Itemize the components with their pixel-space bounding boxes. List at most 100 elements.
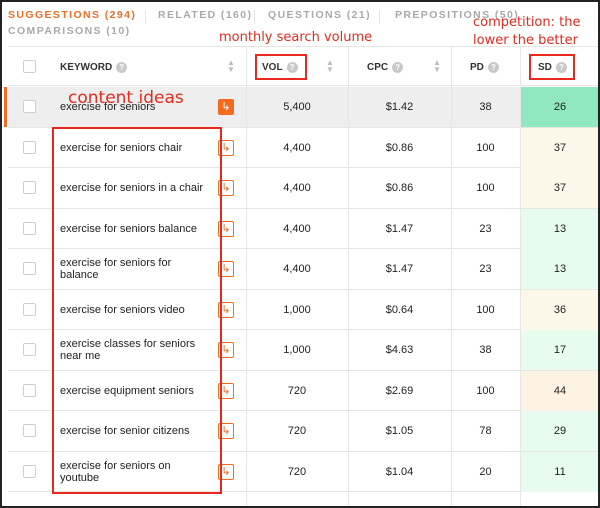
table-row[interactable]: exercise for seniors ↳ 5,400 $1.42 38 26: [4, 87, 598, 128]
content-annotation-box: [52, 127, 222, 494]
keyword-link[interactable]: exercise for seniors on youtube: [60, 459, 171, 484]
tab-divider: [254, 10, 255, 24]
column-header-keyword[interactable]: KEYWORD ?: [60, 47, 128, 87]
open-keyword-icon[interactable]: ↳: [218, 382, 234, 399]
row-checkbox[interactable]: [23, 221, 36, 235]
sort-icon[interactable]: ▲ ▼: [433, 58, 441, 74]
sd-annotation-box: [529, 54, 575, 80]
keyword-link[interactable]: exercise for seniors chair: [60, 141, 183, 154]
table-row[interactable]: exercise equipment seniors ↳ 720 $2.69 100 44: [8, 370, 598, 411]
sort-icon[interactable]: ▲ ▼: [326, 58, 334, 74]
volume-cell: 4,400: [283, 182, 311, 194]
cpc-cell: $0.86: [385, 141, 414, 154]
keyword-link[interactable]: exercise equipment seniors: [60, 384, 194, 397]
column-divider: [246, 46, 247, 506]
column-divider: [348, 46, 349, 506]
volume-cell: 720: [287, 384, 307, 397]
info-icon[interactable]: ?: [392, 61, 404, 73]
pd-cell: 23: [479, 263, 492, 275]
info-icon[interactable]: ?: [286, 61, 298, 73]
row-checkbox[interactable]: [23, 343, 36, 356]
column-label-pd: PD: [470, 61, 484, 73]
info-icon[interactable]: ?: [555, 61, 567, 73]
row-checkbox[interactable]: [23, 302, 36, 316]
open-keyword-icon[interactable]: ↳: [218, 139, 234, 156]
volume-cell: 720: [287, 425, 307, 437]
column-header-sd[interactable]: SD ?: [538, 47, 567, 87]
column-header-pd[interactable]: PD ?: [470, 47, 499, 87]
open-keyword-icon[interactable]: ↳: [218, 261, 234, 277]
sd-cell: 44: [520, 370, 598, 411]
row-checkbox[interactable]: [23, 383, 36, 397]
cpc-cell: $0.64: [385, 303, 414, 316]
volume-cell: 4,400: [283, 141, 311, 154]
cpc-cell: $1.04: [385, 465, 414, 478]
table-row[interactable]: exercise classes for seniors near me ↳ 1,0…: [8, 330, 598, 371]
open-keyword-icon[interactable]: ↳: [218, 463, 234, 480]
table-row[interactable]: exercise for senior citizens ↳ 720 $1.05 78 2…: [8, 411, 598, 452]
row-checkbox[interactable]: [23, 424, 36, 437]
column-label-sd: SD: [538, 61, 552, 73]
cpc-cell: $4.63: [385, 344, 414, 356]
keyword-tabs: SUGGESTIONS (294) RELATED (160) QUESTION…: [8, 7, 598, 43]
pd-cell: 38: [479, 344, 492, 356]
keyword-link[interactable]: exercise for seniors in a chair: [60, 182, 204, 194]
pd-cell: 100: [476, 141, 495, 154]
open-keyword-icon[interactable]: ↳: [218, 180, 234, 196]
cpc-cell: $1.05: [385, 425, 414, 437]
table-row[interactable]: exercise for seniors on youtube ↳ 720 $1.04…: [8, 451, 598, 492]
volume-cell: 5,400: [283, 101, 311, 113]
pd-cell: 100: [476, 182, 495, 194]
annotation-competition-line1: competition: the: [473, 15, 581, 30]
row-checkbox[interactable]: [23, 140, 36, 154]
volume-cell: 720: [287, 465, 307, 478]
open-keyword-icon[interactable]: ↳: [218, 342, 234, 358]
volume-cell: 4,400: [283, 222, 311, 235]
table-row[interactable]: exercise for seniors for balance ↳ 4,400 $1…: [8, 249, 598, 290]
row-checkbox[interactable]: [23, 262, 36, 275]
keyword-link[interactable]: exercise classes for seniors near me: [60, 338, 196, 362]
pd-cell: 23: [479, 222, 492, 235]
sd-cell: 13: [520, 208, 598, 249]
table-row[interactable]: exercise for seniors balance ↳ 4,400 $1.47 2…: [8, 208, 598, 249]
open-keyword-icon[interactable]: ↳: [218, 301, 234, 318]
tab-comparisons[interactable]: COMPARISONS (10): [8, 25, 131, 37]
row-checkbox[interactable]: [23, 100, 36, 113]
row-checkbox[interactable]: [23, 181, 36, 194]
column-label-cpc: CPC: [367, 61, 389, 73]
sd-cell: 37: [520, 168, 598, 208]
table-row[interactable]: exercise for seniors video ↳ 1,000 $0.64 100…: [8, 289, 598, 330]
select-all-checkbox[interactable]: [23, 60, 36, 73]
table-row[interactable]: exercise for seniors in a chair ↳ 4,400 $0.…: [8, 168, 598, 209]
tab-divider: [379, 10, 380, 24]
open-keyword-icon[interactable]: ↳: [218, 423, 234, 439]
column-header-vol[interactable]: VOL ?: [262, 47, 298, 87]
tab-prepositions[interactable]: PREPOSITIONS (50): [395, 9, 520, 21]
keyword-link[interactable]: exercise for seniors video: [60, 303, 185, 316]
column-label-vol: VOL: [262, 61, 283, 73]
info-icon[interactable]: ?: [116, 61, 128, 73]
sort-icon[interactable]: ▲ ▼: [227, 58, 235, 74]
keyword-link[interactable]: exercise for seniors: [60, 101, 156, 113]
sd-cell: 11: [520, 451, 598, 492]
column-divider: [451, 46, 452, 506]
info-icon[interactable]: ?: [487, 61, 499, 73]
row-checkbox[interactable]: [23, 464, 36, 478]
cpc-cell: $0.86: [385, 182, 414, 194]
open-keyword-icon[interactable]: ↳: [218, 99, 234, 115]
volume-cell: 1,000: [283, 303, 311, 316]
tab-related[interactable]: RELATED (160): [158, 9, 253, 21]
keyword-link[interactable]: exercise for senior citizens: [60, 425, 190, 437]
sd-cell: 17: [520, 330, 598, 370]
keyword-link[interactable]: exercise for seniors balance: [60, 222, 197, 235]
tab-suggestions[interactable]: SUGGESTIONS (294): [8, 9, 137, 21]
cpc-cell: $1.47: [385, 263, 414, 275]
table-row[interactable]: exercise for seniors chair ↳ 4,400 $0.86 100…: [8, 127, 598, 168]
tab-questions[interactable]: QUESTIONS (21): [268, 9, 372, 21]
column-header-cpc[interactable]: CPC ?: [367, 47, 404, 87]
open-keyword-icon[interactable]: ↳: [218, 220, 234, 237]
sd-cell: 26: [520, 87, 598, 127]
keyword-link[interactable]: exercise for seniors for balance: [60, 257, 172, 281]
sd-cell: 36: [520, 289, 598, 330]
